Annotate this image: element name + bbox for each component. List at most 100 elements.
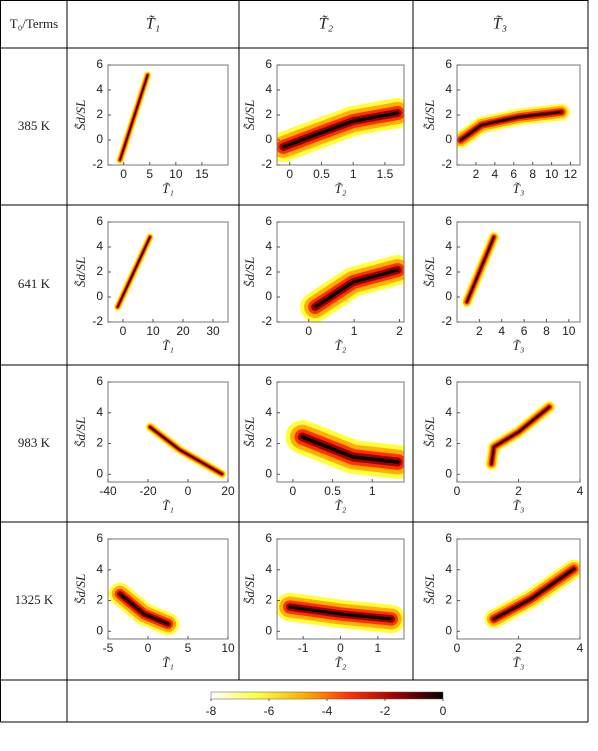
x-tick-label: 6 (521, 324, 528, 338)
density-layer (459, 111, 563, 141)
y-axis-label: S̃d/SL (242, 257, 257, 287)
x-tick-label: 2 (515, 484, 522, 498)
y-tick-label: 0 (96, 289, 103, 303)
x-tick-label: 20 (176, 324, 190, 338)
y-tick-label: 4 (445, 239, 452, 253)
y-axis-label: S̃d/SL (242, 417, 257, 447)
y-tick-label: -2 (441, 157, 452, 171)
x-tick-label: 12 (564, 167, 578, 181)
x-tick-label: 1 (350, 167, 357, 181)
colorbar (210, 691, 444, 700)
x-axis-label: T̃₁ (162, 655, 174, 670)
density-blob (279, 414, 404, 482)
density-blob (112, 232, 155, 312)
y-tick-label: -2 (92, 314, 103, 328)
x-tick-label: 20 (221, 484, 235, 498)
density-layer (119, 74, 148, 161)
y-tick-label: 4 (445, 562, 452, 576)
x-tick-label: 4 (577, 484, 584, 498)
y-tick-label: 2 (265, 264, 272, 278)
density-layer (288, 605, 393, 621)
x-tick-label: 6 (510, 167, 517, 181)
x-tick-label: 30 (206, 324, 220, 338)
density-layer (117, 236, 151, 308)
y-tick-label: 0 (265, 289, 272, 303)
x-tick-label: 1.5 (377, 167, 394, 181)
y-tick-label: 4 (96, 405, 103, 419)
y-tick-label: 4 (265, 82, 272, 96)
x-tick-label: 8 (543, 324, 550, 338)
y-tick-label: 0 (96, 132, 103, 146)
y-tick-label: 2 (265, 436, 272, 450)
x-axis-label: T̃₂ (335, 181, 347, 196)
y-tick-label: -2 (92, 157, 103, 171)
y-tick-label: 6 (96, 214, 103, 228)
y-tick-label: 6 (445, 531, 452, 545)
density-layer (300, 435, 400, 464)
x-tick-label: 10 (545, 167, 559, 181)
x-axis-label: T̃₂ (335, 338, 347, 353)
colorbar-tick-label: -2 (380, 704, 391, 718)
x-tick-label: 0.5 (324, 484, 341, 498)
y-tick-label: 2 (445, 264, 452, 278)
y-tick-label: 4 (96, 239, 103, 253)
y-tick-label: 6 (445, 214, 452, 228)
y-tick-label: 0 (96, 623, 103, 637)
y-tick-label: 4 (265, 239, 272, 253)
x-tick-label: 2 (396, 324, 403, 338)
density-blob (115, 70, 153, 165)
x-tick-label: 0 (286, 167, 293, 181)
x-tick-label: 1 (351, 324, 358, 338)
y-tick-label: 0 (265, 132, 272, 146)
x-tick-label: 15 (195, 167, 209, 181)
y-tick-label: -2 (261, 314, 272, 328)
y-tick-label: 0 (445, 289, 452, 303)
x-tick-label: 0 (145, 641, 152, 655)
y-tick-label: 6 (265, 57, 272, 71)
column-header: T̃₂ (319, 15, 334, 33)
x-tick-label: 10 (221, 641, 235, 655)
y-tick-label: 6 (96, 57, 103, 71)
y-tick-label: 0 (265, 623, 272, 637)
plot-frame (107, 221, 229, 323)
density-layer (281, 111, 400, 149)
x-tick-label: 10 (169, 167, 183, 181)
colorbar-tick-label: -4 (322, 704, 333, 718)
density-layer (490, 406, 550, 465)
y-tick-label: 0 (445, 466, 452, 480)
x-axis-label: T̃₂ (335, 498, 347, 513)
density-blob (481, 556, 580, 632)
x-tick-label: 0 (337, 641, 344, 655)
density-blob (295, 250, 404, 322)
y-tick-label: 2 (445, 107, 452, 121)
row-label: 1325 K (15, 592, 54, 607)
density-blob (277, 93, 404, 165)
y-tick-label: 6 (265, 214, 272, 228)
x-axis-label: T̃₃ (513, 338, 525, 353)
x-tick-label: -20 (139, 484, 157, 498)
y-axis-label: S̃d/SL (422, 257, 437, 287)
x-axis-label: T̃₂ (335, 655, 347, 670)
row-label: 641 K (18, 276, 51, 291)
y-tick-label: 6 (96, 374, 103, 388)
y-tick-label: 4 (96, 562, 103, 576)
x-tick-label: 0 (185, 484, 192, 498)
x-tick-label: 5 (185, 641, 192, 655)
y-tick-label: 2 (96, 264, 103, 278)
row-label: 983 K (18, 435, 51, 450)
y-tick-label: 0 (265, 466, 272, 480)
x-tick-label: 0 (290, 484, 297, 498)
y-tick-label: 6 (445, 57, 452, 71)
x-tick-label: -5 (103, 641, 114, 655)
y-axis-label: S̃d/SL (242, 574, 257, 604)
y-axis-label: S̃d/SL (242, 100, 257, 130)
plot-frame (107, 381, 229, 483)
y-axis-label: S̃d/SL (73, 100, 88, 130)
y-tick-label: 2 (96, 107, 103, 121)
y-tick-label: 2 (96, 593, 103, 607)
density-layer (118, 592, 170, 626)
x-tick-label: -1 (298, 641, 309, 655)
x-tick-label: 1 (369, 484, 376, 498)
y-axis-label: S̃d/SL (73, 257, 88, 287)
x-tick-label: 0 (120, 324, 127, 338)
